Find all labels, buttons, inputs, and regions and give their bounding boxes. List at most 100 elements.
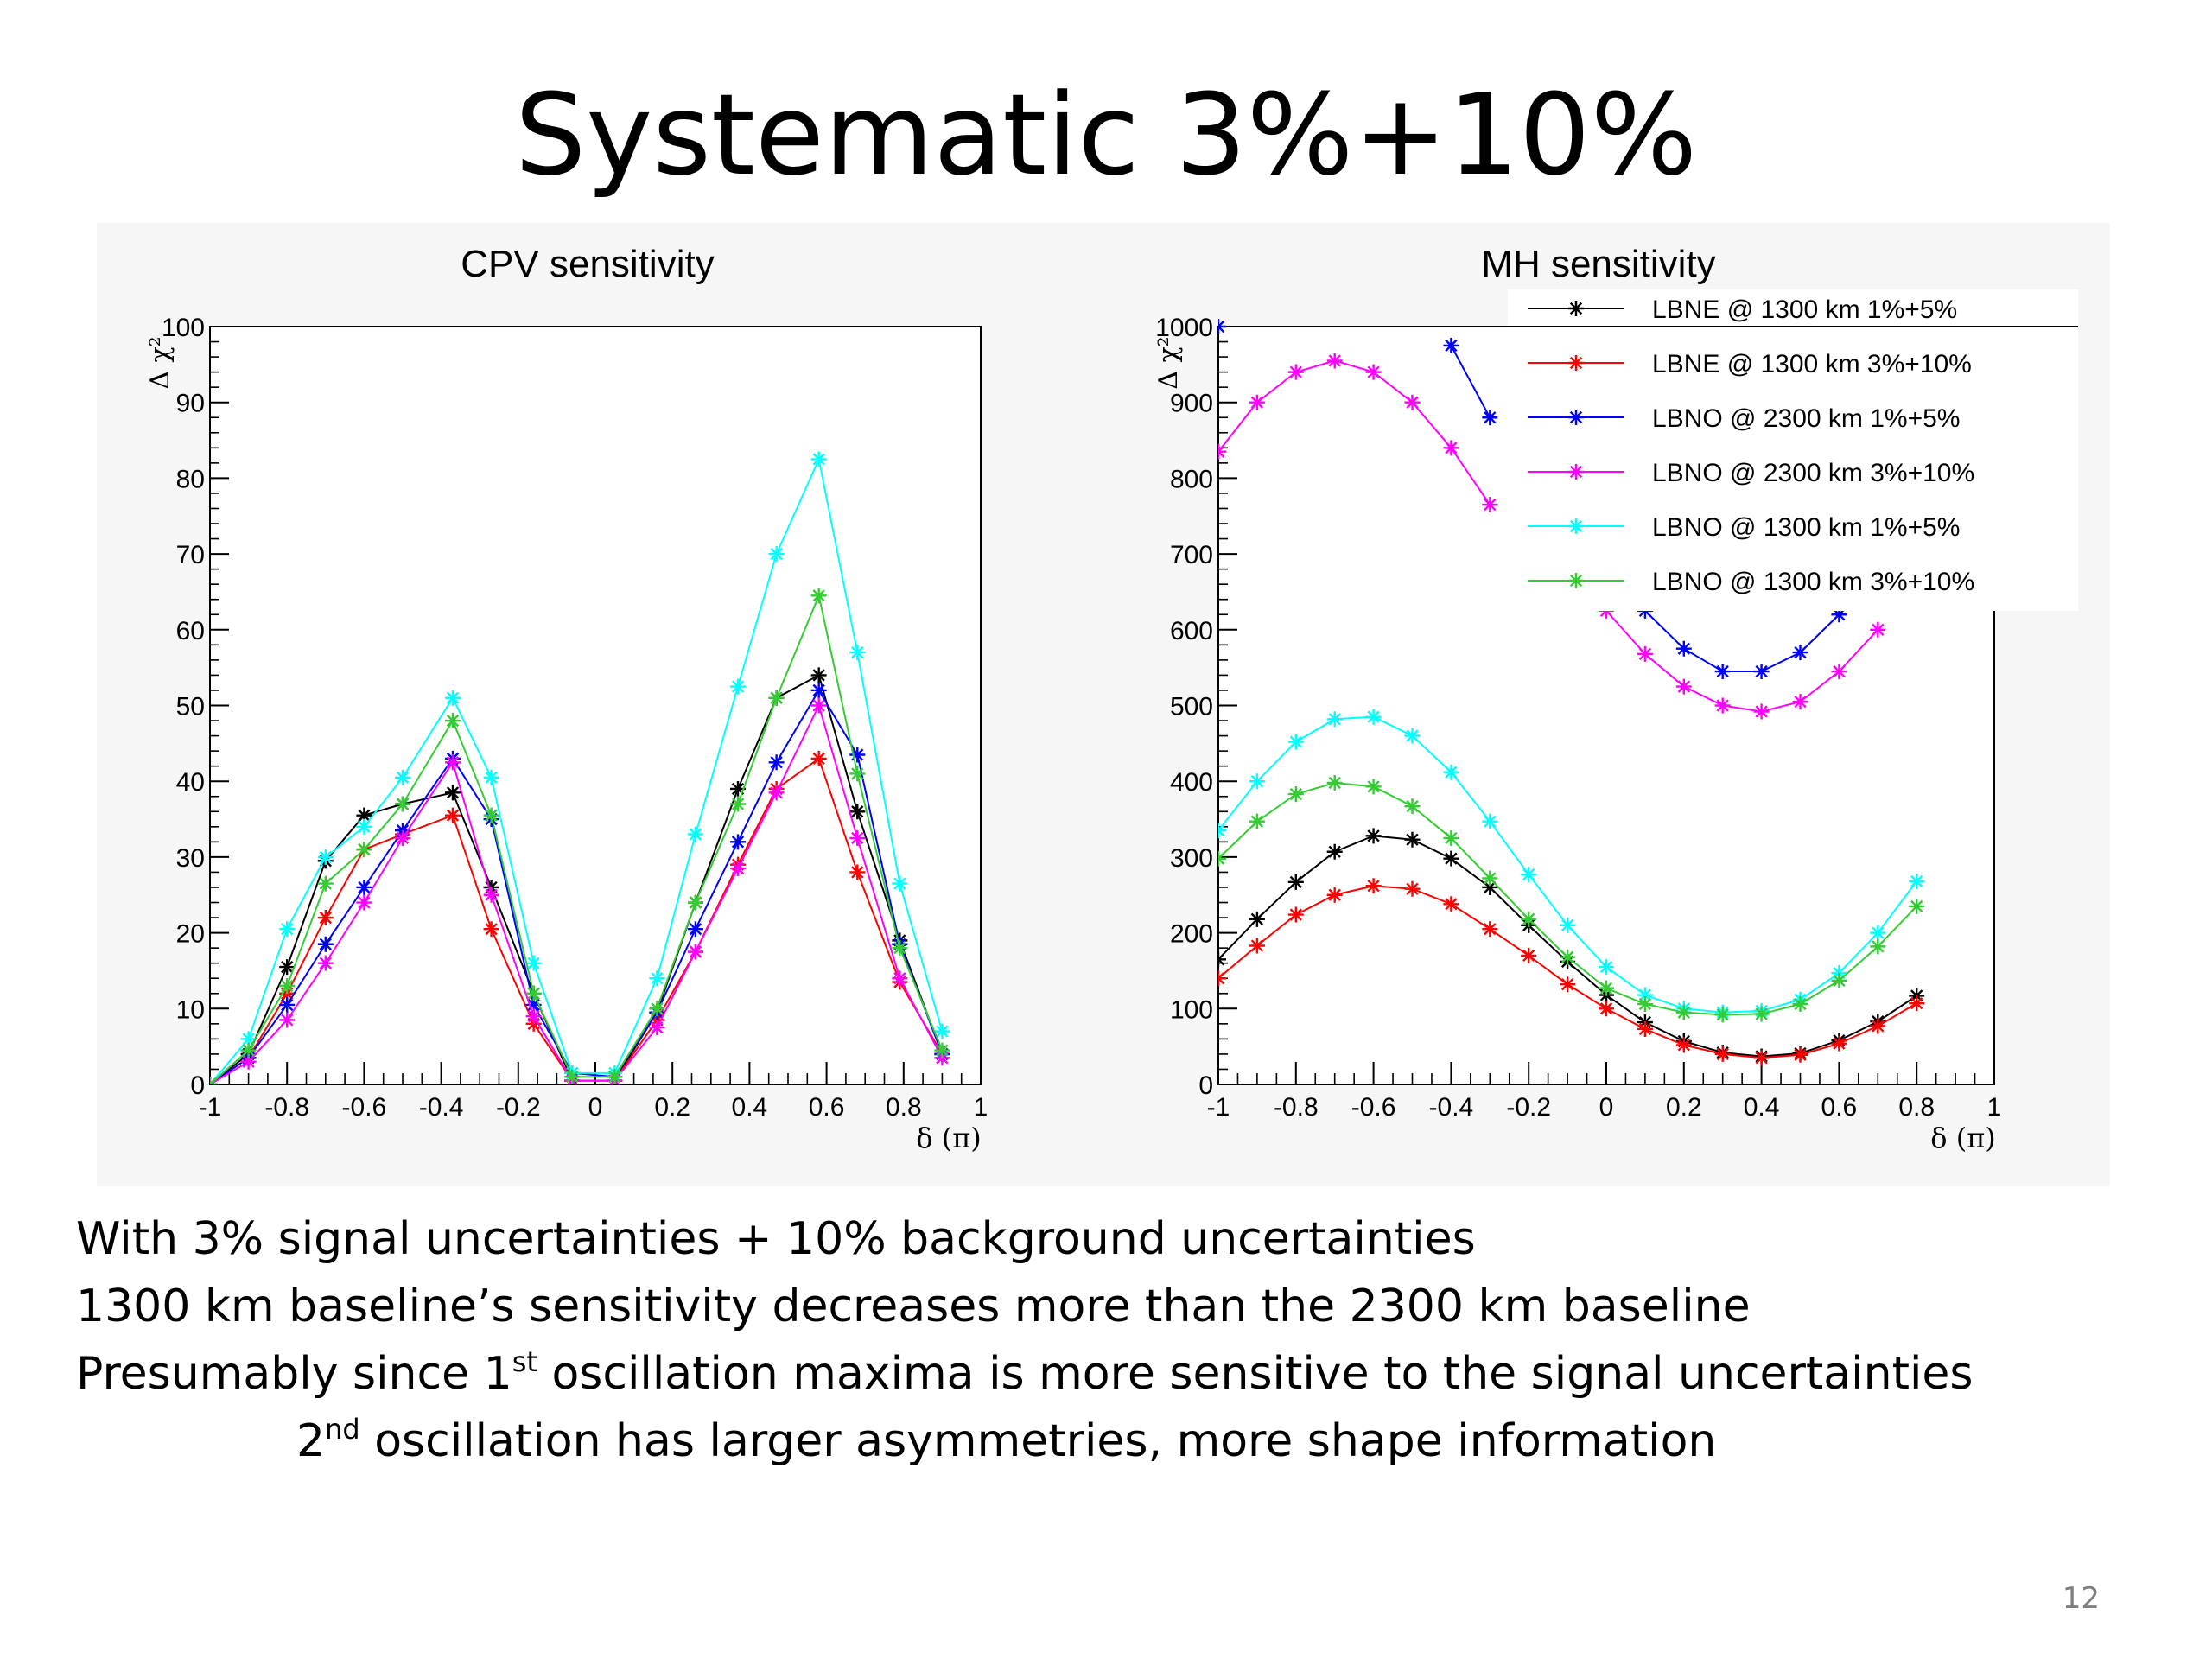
cpv-point-lbno-1300-km-1-5 (892, 875, 908, 892)
mh-point-lbno-1300-km-1-5 (1599, 959, 1614, 976)
cpv-ytick-label: 60 (176, 617, 205, 645)
cpv-point-lbno-1300-km-3-10 (564, 1069, 581, 1084)
cpv-ytick-label: 10 (176, 995, 205, 1024)
cpv-point-lbne-1300-km-1-5 (444, 785, 461, 801)
mh-point-lbne-1300-km-3-10 (1792, 1046, 1808, 1063)
body-text: With 3% signal uncertainties + 10% backg… (76, 1205, 1973, 1475)
cpv-point-lbno-1300-km-1-5 (395, 769, 410, 785)
mh-point-lbne-1300-km-1-5 (1249, 911, 1265, 927)
cpv-point-lbno-1300-km-3-10 (649, 1001, 665, 1017)
mh-point-lbno-1300-km-1-5 (1287, 734, 1304, 750)
mh-point-lbno-2300-km-3-10 (1482, 497, 1498, 513)
mh-legend-label: LBNO @ 1300 km 1%+5% (1652, 513, 1960, 542)
mh-xtick-label: -0.6 (1351, 1093, 1396, 1122)
mh-ytick-label: 100 (1170, 995, 1213, 1024)
cpv-xtick-label: 0.6 (809, 1093, 845, 1122)
cpv-point-lbno-2300-km-1-5 (356, 879, 372, 895)
cpv-point-lbno-2300-km-1-5 (810, 682, 827, 698)
mh-point-lbne-1300-km-3-10 (1599, 1001, 1614, 1017)
mh-point-lbno-1300-km-3-10 (1909, 898, 1925, 914)
mh-point-lbne-1300-km-3-10 (1287, 906, 1304, 923)
mh-xtick-label: -1 (1207, 1093, 1230, 1122)
mh-point-lbno-2300-km-3-10 (1443, 440, 1459, 456)
cpv-point-lbno-1300-km-1-5 (687, 826, 703, 842)
cpv-ytick-label: 50 (176, 693, 205, 721)
cpv-point-lbno-1300-km-3-10 (317, 875, 334, 892)
cpv-point-lbno-1300-km-3-10 (240, 1042, 257, 1058)
mh-legend-label: LBNE @ 1300 km 3%+10% (1652, 350, 1972, 378)
mh-point-lbno-2300-km-3-10 (1249, 394, 1265, 410)
body-line-4-sup: nd (325, 1413, 360, 1446)
cpv-point-lbne-1300-km-1-5 (356, 807, 372, 823)
mh-point-lbno-2300-km-1-5 (1753, 664, 1770, 680)
mh-legend-label: LBNO @ 2300 km 1%+5% (1652, 404, 1960, 433)
cpv-point-lbno-1300-km-1-5 (849, 645, 866, 661)
mh-point-lbno-1300-km-3-10 (1365, 779, 1382, 795)
cpv-point-lbno-2300-km-3-10 (395, 830, 410, 846)
mh-point-lbno-2300-km-3-10 (1831, 664, 1847, 680)
mh-point-lbno-1300-km-3-10 (1792, 996, 1808, 1013)
mh-ytick-label: 600 (1170, 617, 1213, 645)
cpv-point-lbno-2300-km-1-5 (768, 754, 785, 771)
mh-point-lbno-2300-km-3-10 (1404, 394, 1421, 410)
cpv-chart: CPV sensitivity0102030405060708090100-1-… (145, 243, 988, 1154)
mh-point-lbno-1300-km-1-5 (1365, 709, 1382, 725)
mh-point-lbno-1300-km-3-10 (1326, 774, 1343, 791)
mh-point-lbno-1300-km-1-5 (1218, 823, 1226, 839)
cpv-ytick-label: 80 (176, 465, 205, 493)
mh-point-lbno-1300-km-3-10 (1287, 786, 1304, 803)
cpv-point-lbno-2300-km-1-5 (849, 747, 866, 763)
cpv-point-lbno-2300-km-3-10 (483, 887, 499, 903)
cpv-point-lbno-2300-km-1-5 (730, 834, 747, 850)
mh-point-lbne-1300-km-3-10 (1714, 1046, 1731, 1062)
body-line-4-post: oscillation has larger asymmetries, more… (359, 1415, 1717, 1467)
mh-xaxis-label: δ (π) (1930, 1122, 1995, 1154)
body-line-3-pre: Presumably since 1 (76, 1348, 512, 1400)
mh-point-lbne-1300-km-3-10 (1326, 887, 1343, 903)
mh-point-lbno-1300-km-1-5 (1560, 917, 1576, 933)
mh-legend: LBNE @ 1300 km 1%+5% LBNE @ 1300 km 3%+10… (1508, 289, 2078, 611)
mh-point-lbno-2300-km-3-10 (1218, 443, 1226, 460)
mh-point-lbne-1300-km-3-10 (1249, 938, 1265, 954)
cpv-point-lbno-1300-km-3-10 (934, 1042, 950, 1058)
mh-point-lbno-1300-km-1-5 (1909, 873, 1925, 889)
cpv-ytick-label: 30 (176, 844, 205, 873)
cpv-point-lbne-1300-km-3-10 (483, 921, 499, 938)
mh-point-lbno-1300-km-3-10 (1675, 1004, 1692, 1020)
cpv-point-lbno-2300-km-3-10 (768, 785, 785, 801)
mh-point-lbne-1300-km-3-10 (1482, 921, 1498, 938)
mh-line-lbno-2300-km-1-5 (1450, 345, 1491, 418)
mh-point-lbno-2300-km-1-5 (1443, 337, 1459, 353)
mh-point-lbne-1300-km-1-5 (1365, 828, 1382, 844)
mh-point-lbno-2300-km-1-5 (1482, 410, 1498, 426)
cpv-xtick-label: -0.8 (264, 1093, 309, 1122)
cpv-ytick-label: 20 (176, 920, 205, 949)
mh-xtick-label: -0.2 (1506, 1093, 1551, 1122)
cpv-point-lbne-1300-km-1-5 (279, 959, 296, 976)
cpv-point-lbno-2300-km-3-10 (317, 955, 334, 971)
cpv-point-lbno-1300-km-3-10 (444, 713, 461, 729)
mh-legend-marker (1568, 464, 1584, 480)
mh-point-lbno-2300-km-1-5 (1831, 607, 1847, 623)
mh-legend-label: LBNO @ 1300 km 3%+10% (1652, 568, 1974, 596)
slide-title: Systematic 3%+10% (514, 69, 1698, 200)
cpv-point-lbno-1300-km-3-10 (483, 807, 499, 823)
mh-legend-label: LBNO @ 2300 km 3%+10% (1652, 459, 1974, 487)
cpv-point-lbno-1300-km-1-5 (730, 678, 747, 695)
mh-point-lbne-1300-km-1-5 (1326, 843, 1343, 860)
cpv-point-lbno-2300-km-3-10 (730, 861, 747, 877)
mh-legend-marker (1568, 573, 1584, 588)
cpv-point-lbno-1300-km-3-10 (356, 842, 372, 858)
mh-legend-marker (1568, 301, 1584, 316)
cpv-point-lbne-1300-km-3-10 (444, 807, 461, 823)
cpv-point-lbno-1300-km-3-10 (849, 766, 866, 782)
body-line-2: 1300 km baseline’s sensitivity decreases… (76, 1281, 1751, 1332)
mh-xtick-label: 0.2 (1666, 1093, 1702, 1122)
mh-xtick-label: 0 (1599, 1093, 1614, 1122)
mh-point-lbno-2300-km-3-10 (1326, 353, 1343, 369)
cpv-xtick-label: -0.4 (419, 1093, 464, 1122)
cpv-point-lbno-1300-km-1-5 (444, 690, 461, 706)
cpv-ytick-label: 90 (176, 390, 205, 418)
cpv-xtick-label: 1 (974, 1093, 988, 1122)
